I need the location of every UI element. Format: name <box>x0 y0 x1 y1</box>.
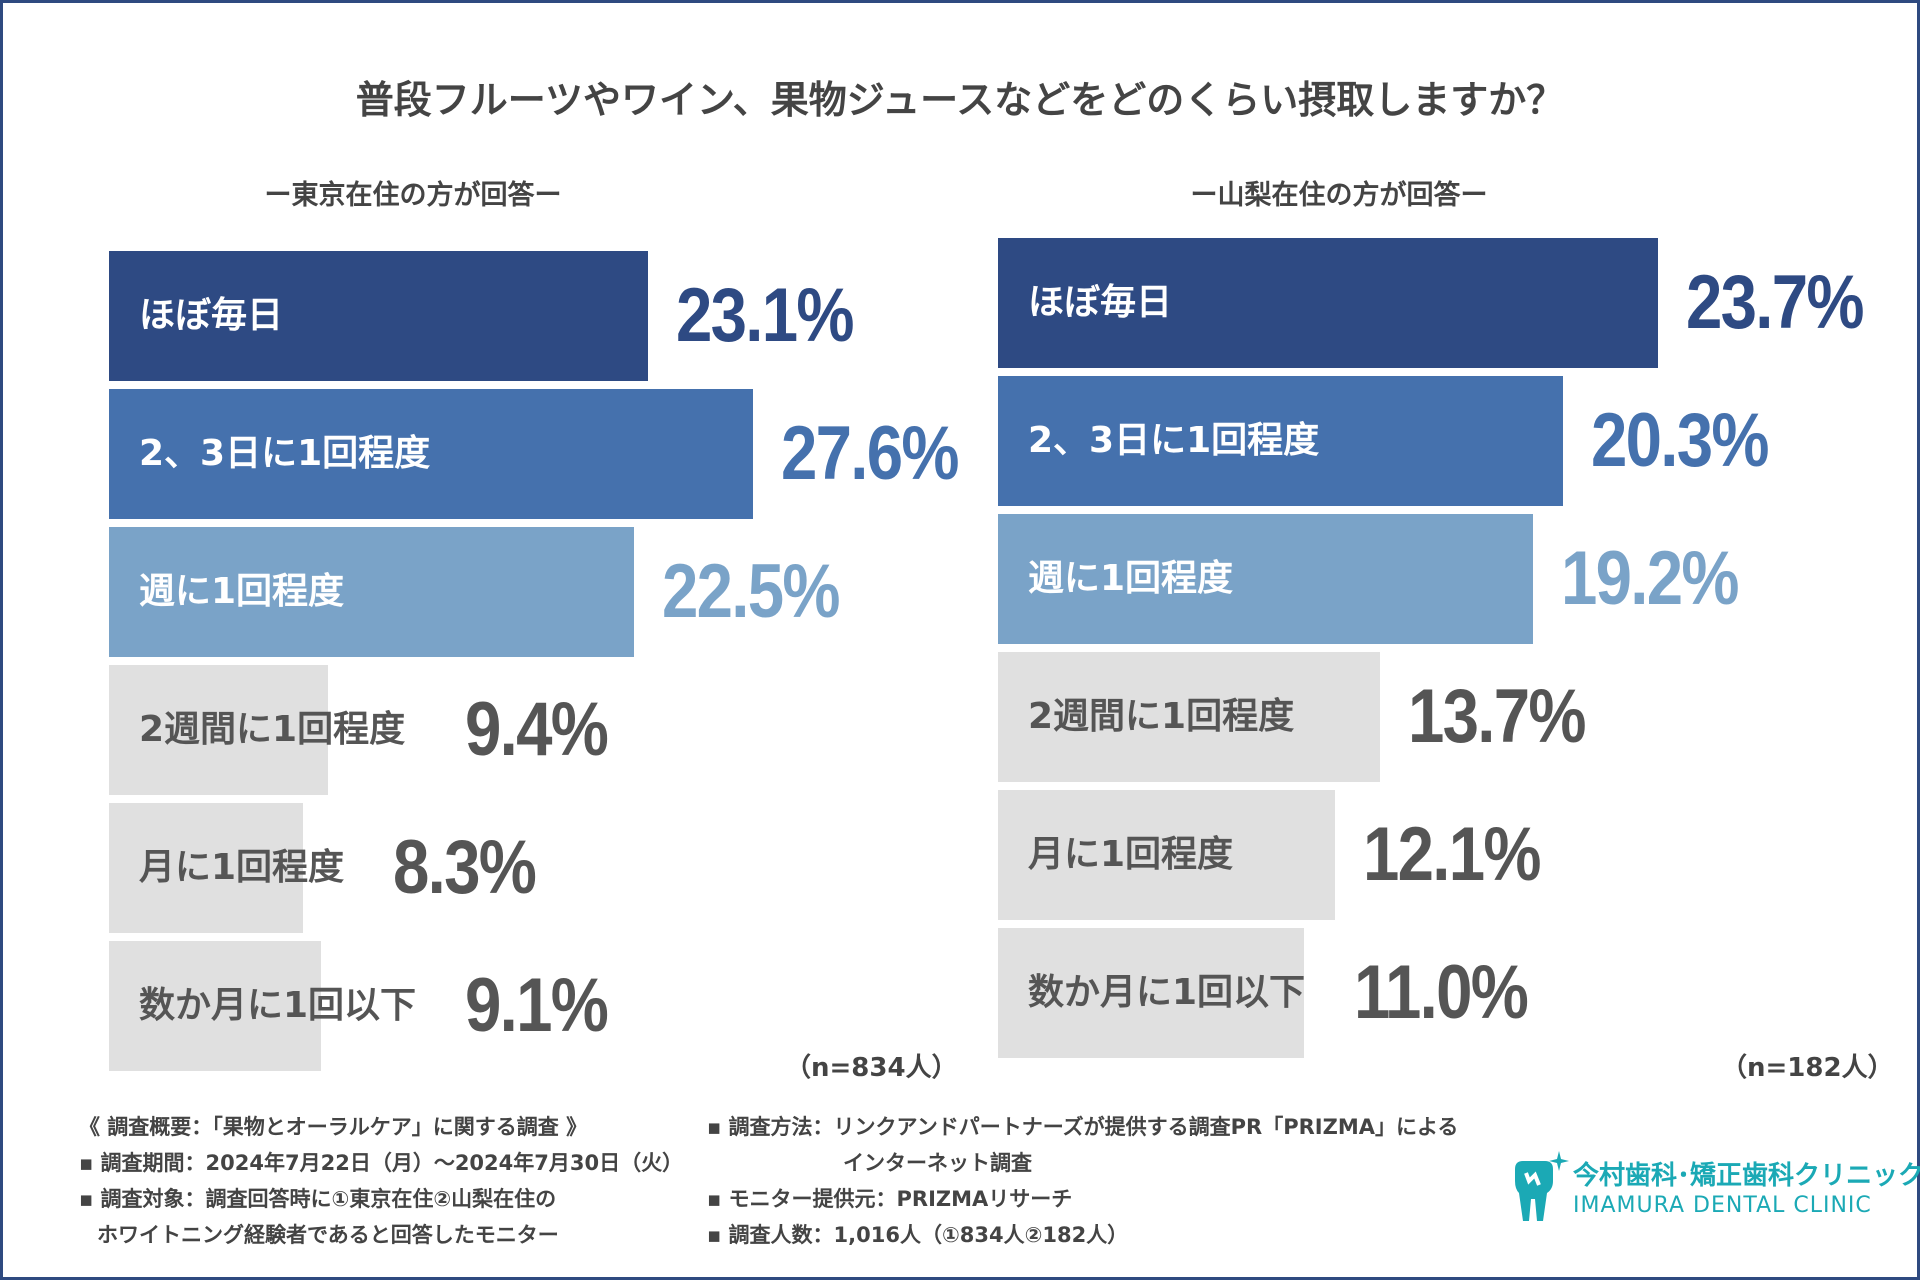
tokyo-category-label-4: 2週間に1回程度 <box>139 709 406 750</box>
tokyo-value-label-6: 9.1% <box>465 963 609 1048</box>
yamanashi-category-label-6: 数か月に1回以下 <box>1028 972 1306 1013</box>
yamanashi-category-label-5: 月に1回程度 <box>1028 834 1234 875</box>
yamanashi-value-label-3: 19.2% <box>1561 536 1739 621</box>
monitor-provider-note: ▪ モニター提供元：PRIZMAリサーチ <box>707 1187 1073 1211</box>
clinic-name-en: IMAMURA DENTAL CLINIC <box>1573 1193 1872 1218</box>
yamanashi-bar-2: 2、3日に1回程度 <box>998 376 1563 506</box>
chart-title: 普段フルーツやワイン、果物ジュースなどをどのくらい摂取しますか？ <box>355 78 1565 122</box>
yamanashi-value-label-4: 13.7% <box>1408 674 1586 759</box>
survey-target-note: ▪ 調査対象：調査回答時に①東京在住②山梨在住の <box>79 1187 557 1211</box>
yamanashi-value-label-1: 23.7% <box>1686 260 1864 345</box>
yamanashi-value-label-5: 12.1% <box>1363 812 1541 897</box>
tokyo-bar-5: 月に1回程度 <box>109 803 344 933</box>
clinic-logo: 今村歯科･矯正歯科クリニック IMAMURA DENTAL CLINIC <box>1509 1151 1920 1233</box>
yamanashi-bar-1: ほぼ毎日 <box>998 238 1658 368</box>
tokyo-category-label-6: 数か月に1回以下 <box>139 985 417 1026</box>
survey-overview-note: 《 調査概要：「果物とオーラルケア」に関する調査 》 <box>79 1115 588 1139</box>
survey-method-note: ▪ 調査方法：リンクアンドパートナーズが提供する調査PR「PRIZMA」による <box>707 1115 1459 1139</box>
tokyo-sample-size: （n=834人） <box>785 1053 958 1083</box>
yamanashi-bar-3: 週に1回程度 <box>998 514 1533 644</box>
yamanashi-category-label-3: 週に1回程度 <box>1028 558 1234 599</box>
yamanashi-bar-4: 2週間に1回程度 <box>998 652 1380 782</box>
survey-period-note: ▪ 調査期間：2024年7月22日（月）〜2024年7月30日（火） <box>79 1151 684 1175</box>
clinic-name-jp: 今村歯科･矯正歯科クリニック <box>1573 1161 1920 1191</box>
tokyo-category-label-3: 週に1回程度 <box>139 571 345 612</box>
sample-count-note: ▪ 調査人数：1,016人（①834人②182人） <box>707 1223 1129 1247</box>
tokyo-category-label-5: 月に1回程度 <box>139 847 345 888</box>
tokyo-bar-2: 2、3日に1回程度 <box>109 389 753 519</box>
yamanashi-sample-size: （n=182人） <box>1721 1053 1894 1083</box>
tokyo-category-label-2: 2、3日に1回程度 <box>139 433 431 474</box>
yamanashi-bar-5: 月に1回程度 <box>998 790 1335 920</box>
tokyo-value-label-2: 27.6% <box>781 411 959 496</box>
tokyo-bar-3: 週に1回程度 <box>109 527 634 657</box>
yamanashi-value-label-6: 11.0% <box>1354 950 1529 1035</box>
tokyo-value-label-4: 9.4% <box>465 687 609 772</box>
tokyo-value-label-3: 22.5% <box>662 549 840 634</box>
tokyo-bar-4: 2週間に1回程度 <box>109 665 405 795</box>
tokyo-bar-1: ほぼ毎日 <box>109 251 648 381</box>
yamanashi-subtitle: ー山梨在住の方が回答ー <box>1190 180 1488 211</box>
tokyo-value-label-5: 8.3% <box>393 825 537 910</box>
yamanashi-category-label-1: ほぼ毎日 <box>1028 282 1173 323</box>
tokyo-value-label-1: 23.1% <box>676 273 854 358</box>
tokyo-category-label-1: ほぼ毎日 <box>139 295 284 336</box>
tokyo-bar-6: 数か月に1回以下 <box>109 941 416 1071</box>
yamanashi-category-label-4: 2週間に1回程度 <box>1028 696 1295 737</box>
survey-method-note-cont: インターネット調査 <box>843 1151 1032 1175</box>
yamanashi-category-label-2: 2、3日に1回程度 <box>1028 420 1320 461</box>
yamanashi-bar-6: 数か月に1回以下 <box>998 928 1306 1058</box>
tooth-sparkle-icon <box>1515 1151 1569 1221</box>
yamanashi-value-label-2: 20.3% <box>1591 398 1769 483</box>
tokyo-subtitle: ー東京在住の方が回答ー <box>264 180 562 211</box>
survey-target-note-cont: ホワイトニング経験者であると回答したモニター <box>97 1223 559 1247</box>
